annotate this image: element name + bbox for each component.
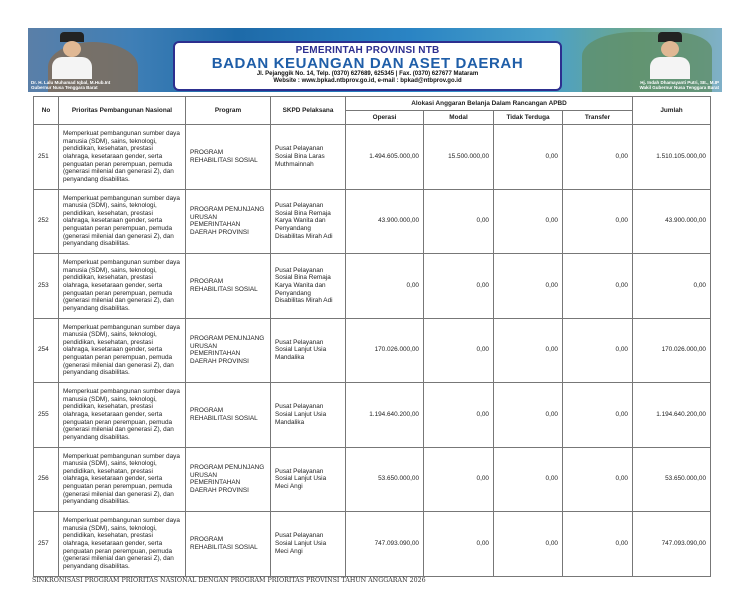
header-prioritas: Prioritas Pembangunan Nasional [58,96,186,125]
agency-address: Jl. Pejanggik No. 14, Telp. (0370) 62768… [256,71,479,77]
cell-no: 252 [33,188,59,254]
cell-operasi: 170.026.000,00 [345,317,424,383]
cell-skpd: Pusat Pelayanan Sosial Bina Laras Muthma… [270,124,346,190]
cell-jumlah: 1.194.640.200,00 [632,382,711,448]
cell-program: PROGRAM REHABILITASI SOSIAL [185,124,271,190]
governor-caption: Dr. H. Lalu Muhamad Iqbal, M.Hub.Int Gub… [31,80,110,90]
cell-tidak-terduga: 0,00 [493,317,563,383]
cell-transfer: 0,00 [562,188,633,254]
cell-jumlah: 1.510.105.000,00 [632,124,711,190]
cell-operasi: 53.650.000,00 [345,446,424,512]
cell-prioritas: Memperkuat pembangunan sumber daya manus… [58,124,186,190]
table-row: 256 Memperkuat pembangunan sumber daya ma… [33,446,711,512]
cell-operasi: 1.194.640.200,00 [345,382,424,448]
cell-prioritas: Memperkuat pembangunan sumber daya manus… [58,382,186,448]
cell-transfer: 0,00 [562,382,633,448]
governor-title: Gubernur Nusa Tenggara Barat [31,85,98,90]
cell-jumlah: 170.026.000,00 [632,317,711,383]
header-no: No [33,96,59,125]
cell-modal: 0,00 [423,188,494,254]
governor-name: Dr. H. Lalu Muhamad Iqbal, M.Hub.Int [31,80,111,85]
header-tidak-terduga: Tidak Terduga [493,110,563,125]
cell-skpd: Pusat Pelayanan Sosial Bina Remaja Karya… [270,253,346,319]
cell-no: 257 [33,511,59,577]
cell-modal: 0,00 [423,253,494,319]
vice-governor-caption: Hj. Indah Dhamayanti Putri, SE., M.IP Wa… [639,80,719,90]
cell-tidak-terduga: 0,00 [493,188,563,254]
vice-governor-name: Hj. Indah Dhamayanti Putri, SE., M.IP [640,80,719,85]
agency-title-box: PEMERINTAH PROVINSI NTB BADAN KEUANGAN D… [173,41,562,91]
cell-tidak-terduga: 0,00 [493,446,563,512]
cell-operasi: 747.093.090,00 [345,511,424,577]
cell-tidak-terduga: 0,00 [493,511,563,577]
cell-no: 254 [33,317,59,383]
table-row: 254 Memperkuat pembangunan sumber daya ma… [33,317,711,383]
cell-jumlah: 43.900.000,00 [632,188,711,254]
cell-modal: 0,00 [423,317,494,383]
cell-tidak-terduga: 0,00 [493,124,563,190]
cell-skpd: Pusat Pelayanan Sosial Lanjut Usia Meci … [270,511,346,577]
cell-no: 251 [33,124,59,190]
cell-no: 253 [33,253,59,319]
cell-prioritas: Memperkuat pembangunan sumber daya manus… [58,317,186,383]
governor-photo [52,32,92,79]
cell-skpd: Pusat Pelayanan Sosial Lanjut Usia Manda… [270,382,346,448]
cell-program: PROGRAM REHABILITASI SOSIAL [185,511,271,577]
landscape-image [582,32,712,92]
cell-program: PROGRAM PENUNJANG URUSAN PEMERINTAHAN DA… [185,188,271,254]
agency-name: BADAN KEUANGAN DAN ASET DAERAH [211,55,524,72]
table-row: 255 Memperkuat pembangunan sumber daya ma… [33,382,711,448]
cell-operasi: 0,00 [345,253,424,319]
cell-no: 255 [33,382,59,448]
header-jumlah: Jumlah [632,96,711,125]
cell-jumlah: 0,00 [632,253,711,319]
header-skpd: SKPD Pelaksana [270,96,346,125]
header-alokasi: Alokasi Anggaran Belanja Dalam Rancangan… [345,96,633,111]
province-title: PEMERINTAH PROVINSI NTB [295,45,440,56]
table-row: 251 Memperkuat pembangunan sumber daya ma… [33,124,711,190]
cell-program: PROGRAM PENUNJANG URUSAN PEMERINTAHAN DA… [185,446,271,512]
header-transfer: Transfer [562,110,633,125]
header-banner: Dr. H. Lalu Muhamad Iqbal, M.Hub.Int Gub… [28,28,722,92]
header-program: Program [185,96,271,125]
cell-program: PROGRAM REHABILITASI SOSIAL [185,382,271,448]
cell-transfer: 0,00 [562,253,633,319]
cell-modal: 0,00 [423,382,494,448]
header-modal: Modal [423,110,494,125]
cell-operasi: 43.900.000,00 [345,188,424,254]
cell-modal: 0,00 [423,511,494,577]
vice-governor-photo [650,32,690,79]
cell-modal: 0,00 [423,446,494,512]
cell-transfer: 0,00 [562,124,633,190]
cell-prioritas: Memperkuat pembangunan sumber daya manus… [58,511,186,577]
cell-tidak-terduga: 0,00 [493,253,563,319]
cell-tidak-terduga: 0,00 [493,382,563,448]
header-operasi: Operasi [345,110,424,125]
cell-transfer: 0,00 [562,446,633,512]
page-footer: SINKRONISASI PROGRAM PRIORITAS NASIONAL … [32,577,426,584]
cell-transfer: 0,00 [562,317,633,383]
cell-skpd: Pusat Pelayanan Sosial Bina Remaja Karya… [270,188,346,254]
vice-governor-title: Wakil Gubernur Nusa Tenggara Barat [639,85,719,90]
cell-program: PROGRAM REHABILITASI SOSIAL [185,253,271,319]
cell-jumlah: 53.650.000,00 [632,446,711,512]
cell-prioritas: Memperkuat pembangunan sumber daya manus… [58,253,186,319]
table-row: 252 Memperkuat pembangunan sumber daya ma… [33,188,711,254]
cell-operasi: 1.494.605.000,00 [345,124,424,190]
cell-modal: 15.500.000,00 [423,124,494,190]
table-row: 253 Memperkuat pembangunan sumber daya ma… [33,253,711,319]
cell-transfer: 0,00 [562,511,633,577]
cell-skpd: Pusat Pelayanan Sosial Lanjut Usia Manda… [270,317,346,383]
cell-skpd: Pusat Pelayanan Sosial Lanjut Usia Meci … [270,446,346,512]
agency-website: Website : www.bpkad.ntbprov.go.id, e-mai… [273,78,462,84]
cell-program: PROGRAM PENUNJANG URUSAN PEMERINTAHAN DA… [185,317,271,383]
cell-prioritas: Memperkuat pembangunan sumber daya manus… [58,446,186,512]
budget-table: No Prioritas Pembangunan Nasional Progra… [33,96,711,577]
cell-jumlah: 747.093.090,00 [632,511,711,577]
cell-no: 256 [33,446,59,512]
cell-prioritas: Memperkuat pembangunan sumber daya manus… [58,188,186,254]
table-row: 257 Memperkuat pembangunan sumber daya ma… [33,511,711,577]
